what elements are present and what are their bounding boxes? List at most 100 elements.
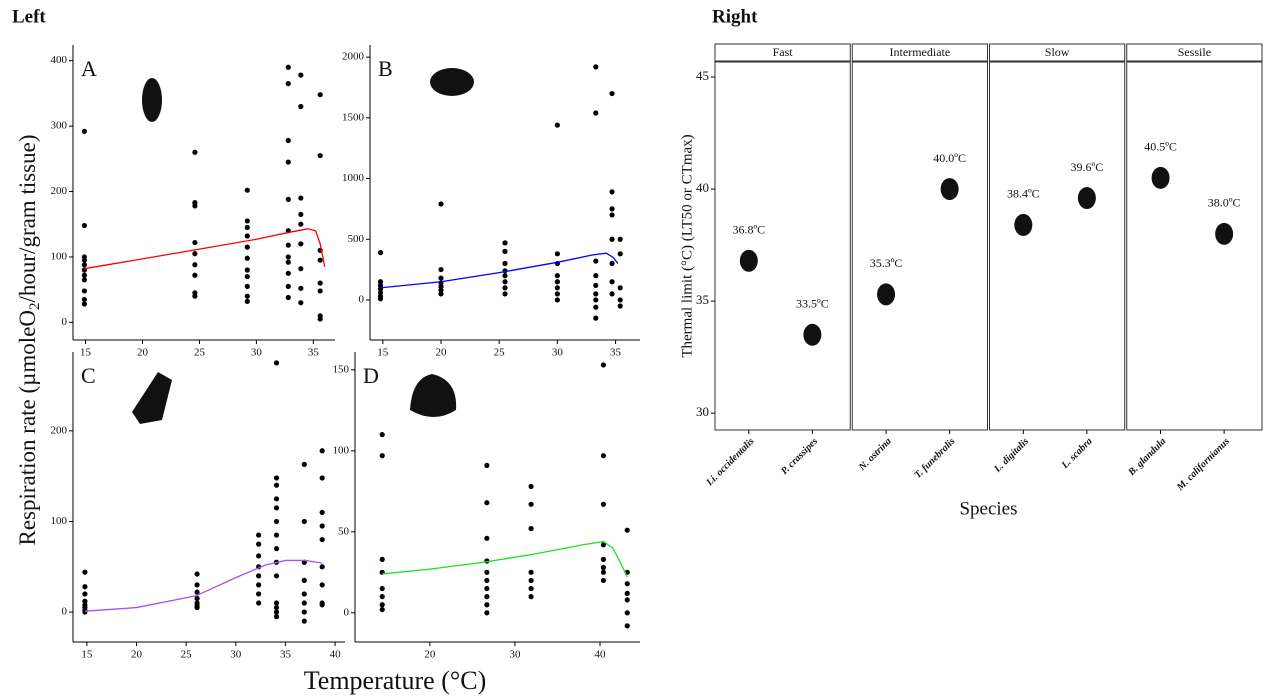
data-point (82, 584, 88, 590)
data-point (82, 598, 88, 604)
data-point (244, 218, 250, 224)
data-point (194, 582, 200, 588)
data-point (609, 291, 615, 297)
species-marker (1151, 166, 1170, 189)
data-point (298, 266, 304, 272)
left-heading: Left (12, 6, 46, 27)
x-tick-label: B. glandula (1126, 436, 1169, 479)
data-point (438, 201, 444, 207)
facet-header (989, 43, 1126, 62)
value-label: 40.0ºC (933, 151, 966, 165)
fit-curve (380, 252, 619, 289)
data-point (319, 602, 325, 608)
data-point (298, 103, 304, 110)
x-tick-label: 35 (280, 649, 292, 661)
isopod-icon (142, 78, 162, 122)
data-point (377, 296, 384, 302)
data-point (319, 582, 325, 588)
data-point (244, 255, 250, 261)
data-point (319, 536, 325, 543)
data-point (285, 196, 291, 202)
crab-icon (430, 68, 474, 96)
fit-curve (382, 540, 628, 578)
data-point (502, 285, 508, 291)
data-point (301, 461, 307, 467)
data-point (617, 297, 623, 303)
data-point (273, 532, 280, 538)
x-tick-label: P. crassipes (779, 436, 820, 477)
mussel-icon (132, 372, 172, 424)
data-point (301, 577, 307, 583)
data-point (244, 224, 250, 231)
data-point (81, 222, 87, 229)
data-point (301, 591, 307, 597)
data-point (377, 249, 384, 256)
y-tick-label: 0 (344, 606, 350, 618)
data-point (379, 556, 385, 562)
data-point (273, 496, 280, 502)
data-point (600, 542, 607, 548)
facet-name: Slow (1045, 45, 1070, 59)
data-point (484, 569, 490, 575)
data-point (600, 556, 607, 562)
data-point (192, 203, 198, 209)
data-point (81, 301, 87, 307)
data-point (593, 304, 599, 310)
y-tick-label: 150 (333, 363, 350, 375)
data-point (298, 195, 304, 201)
data-point (484, 535, 490, 541)
data-point (273, 482, 280, 488)
facet-panel (851, 61, 988, 431)
data-point (273, 505, 280, 511)
data-point (528, 525, 534, 532)
data-point (285, 80, 291, 87)
data-point (600, 564, 607, 571)
data-point (273, 573, 280, 579)
facet-header (851, 43, 988, 62)
data-point (624, 597, 630, 603)
data-point (317, 257, 323, 263)
y-tick-label: 1500 (342, 111, 365, 123)
data-point (301, 518, 307, 525)
x-tick-label: 20 (131, 649, 143, 661)
facet-name: Intermediate (890, 45, 951, 59)
x-tick-label: L. scabra (1059, 436, 1095, 472)
data-point (285, 254, 291, 260)
data-point (593, 64, 599, 70)
data-point (194, 604, 200, 611)
data-point (609, 260, 615, 267)
data-point (600, 362, 607, 368)
data-point (379, 602, 385, 608)
data-point (256, 532, 262, 538)
panel-label: B (378, 56, 393, 81)
data-point (379, 453, 385, 459)
panel-label: D (363, 363, 379, 388)
data-point (82, 609, 88, 615)
data-point (554, 279, 560, 285)
data-point (377, 282, 384, 288)
y-axis-label: Respiration rate (µmoleO2/hour/gram tiss… (15, 134, 43, 545)
y-axis-label: Thermal limit (°C) (LT50 or CTmax) (679, 134, 695, 357)
y-tick-label: 100 (51, 515, 68, 527)
species-marker (803, 323, 822, 346)
y-tick-label: 1000 (342, 172, 365, 184)
data-point (617, 303, 623, 309)
y-tick-label: 200 (51, 424, 68, 436)
data-point (81, 296, 87, 303)
data-point (82, 569, 88, 575)
data-point (273, 475, 280, 481)
data-point (317, 92, 323, 98)
species-marker (940, 178, 959, 201)
data-point (273, 609, 280, 615)
y-tick-label: 300 (51, 120, 68, 132)
data-point (273, 360, 280, 366)
data-point (502, 273, 508, 279)
data-point (81, 262, 87, 268)
species-marker (1014, 213, 1033, 236)
y-tick-label: 0 (62, 316, 68, 328)
y-tick-label: 500 (348, 233, 365, 245)
value-label: 36.8ºC (732, 223, 765, 237)
data-point (593, 258, 599, 264)
data-point (256, 591, 262, 597)
